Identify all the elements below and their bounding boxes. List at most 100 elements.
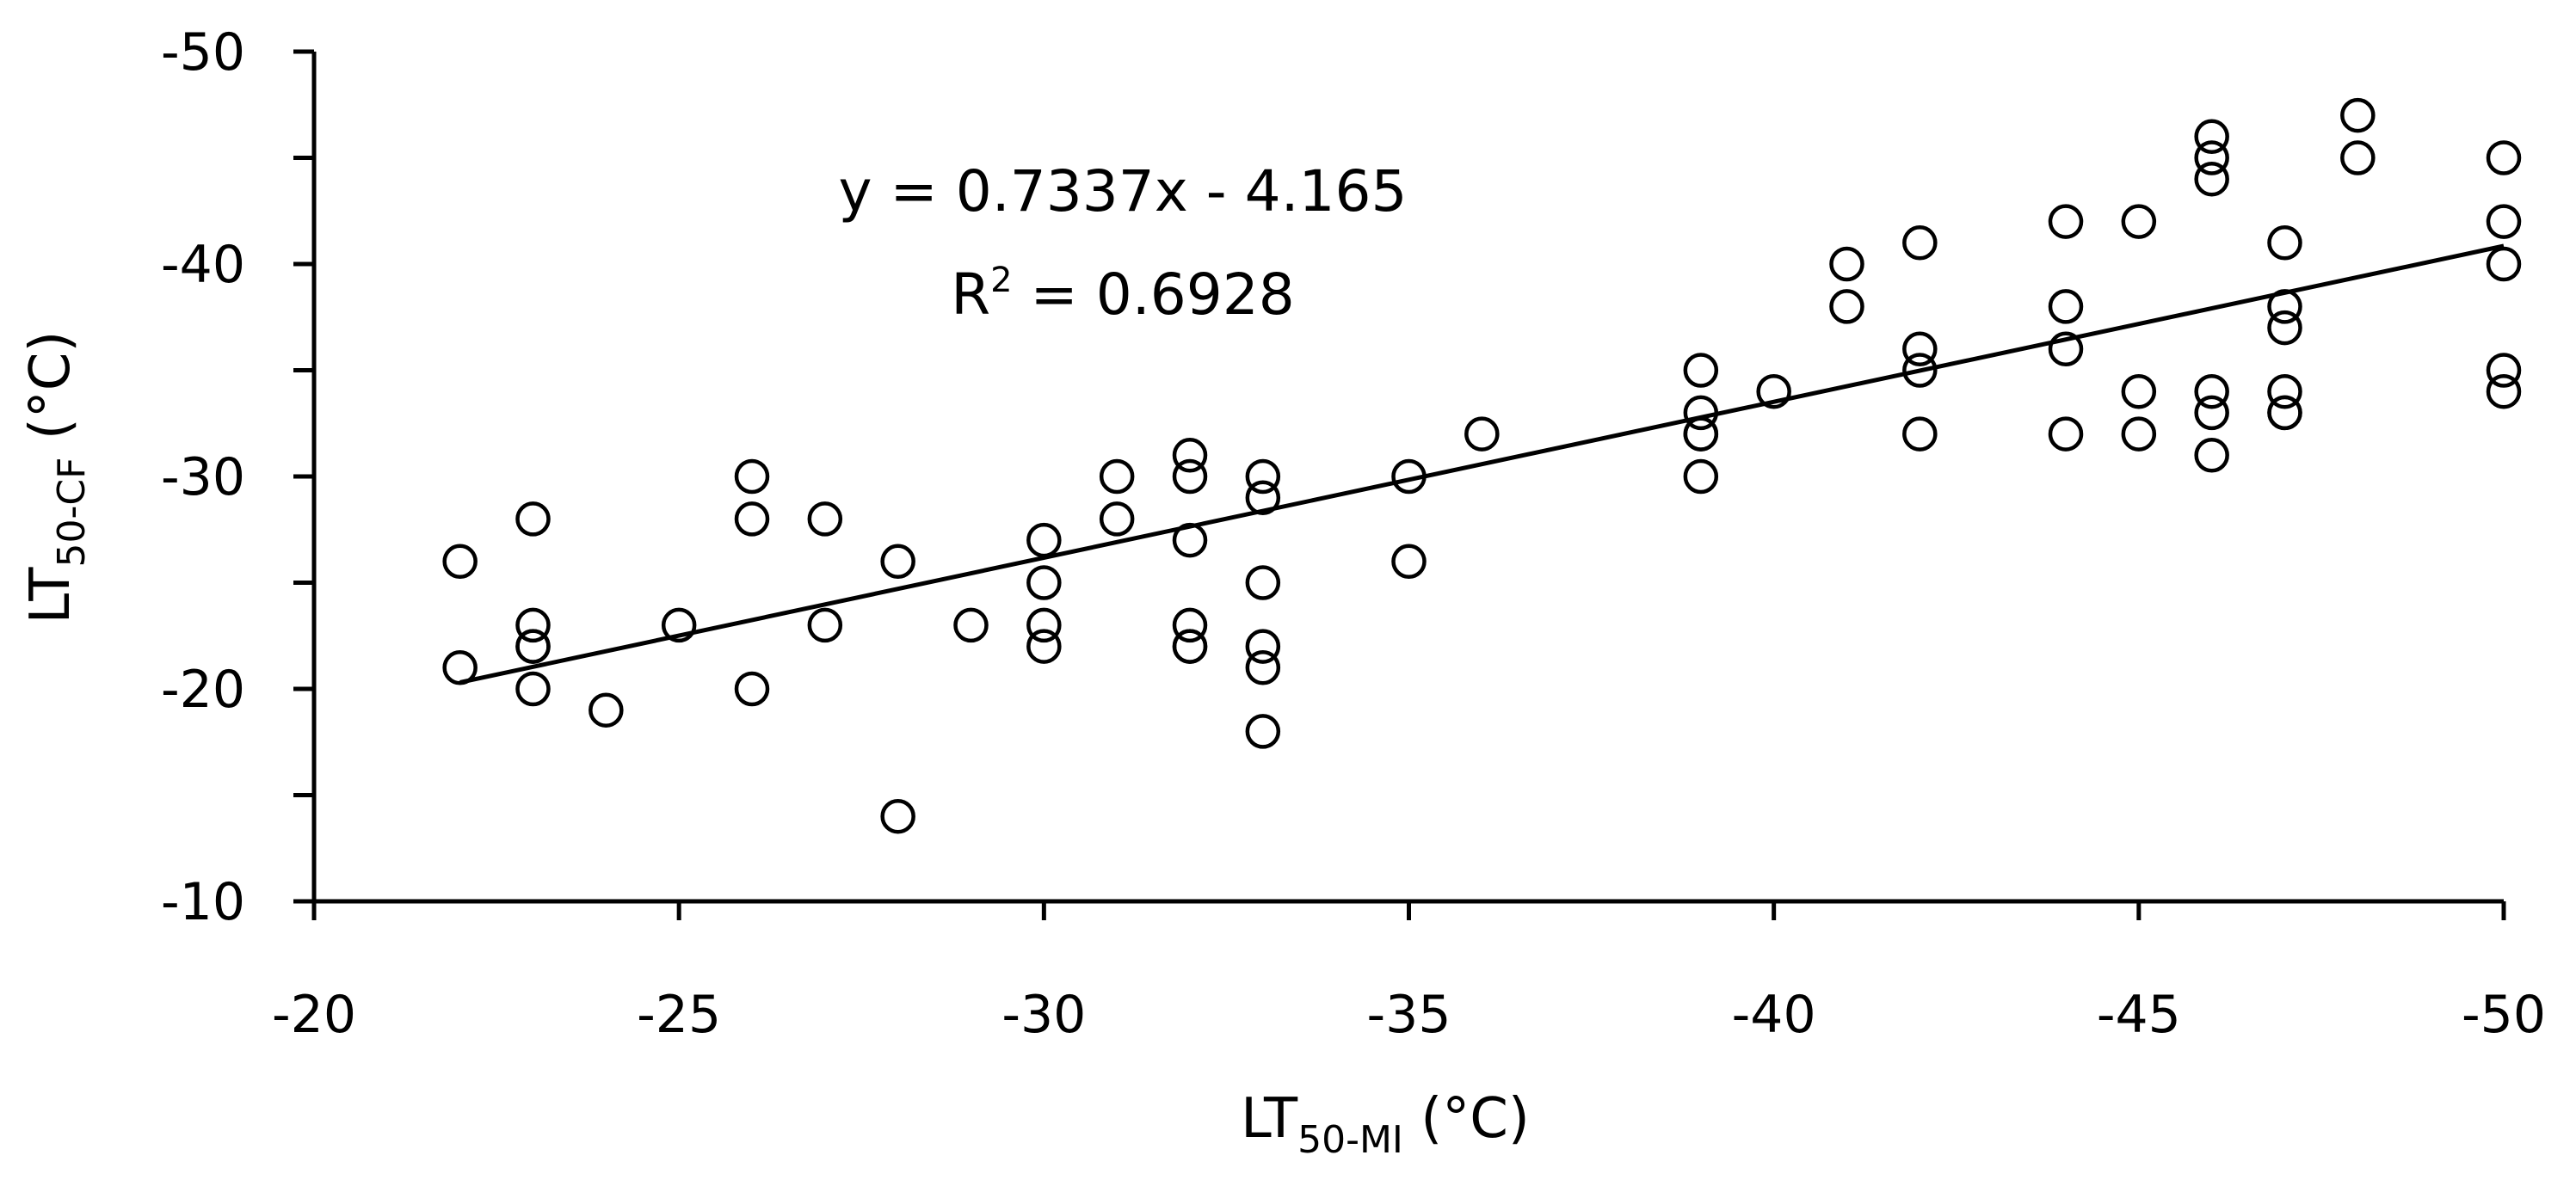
data-point	[1099, 501, 1135, 537]
y-axis-title: LT50-CF (°C)	[19, 331, 94, 624]
data-point	[953, 607, 989, 643]
data-point	[1683, 416, 1719, 452]
y-tick-label: -20	[161, 660, 245, 720]
x-axis-title-subscript: 50-MI	[1297, 1118, 1403, 1162]
data-point	[1464, 416, 1500, 452]
data-point	[2267, 373, 2302, 409]
data-point	[2340, 140, 2376, 175]
r-squared-value: = 0.6928	[1013, 261, 1295, 328]
data-point	[1756, 373, 1791, 409]
data-point	[2048, 204, 2084, 239]
r-squared-superscript: 2	[990, 261, 1012, 300]
trendline-layer	[459, 243, 2505, 685]
data-point	[1902, 416, 1938, 452]
data-point	[734, 501, 770, 537]
data-point	[1026, 629, 1062, 664]
data-point	[2486, 204, 2522, 239]
x-tick-label: -20	[272, 985, 356, 1045]
y-axis-title-subscript: 50-CF	[50, 458, 94, 568]
data-point	[1172, 522, 1208, 558]
x-tick-label: -45	[2097, 985, 2181, 1045]
data-point	[880, 544, 915, 580]
data-point	[1099, 458, 1135, 495]
data-point	[1245, 714, 1281, 749]
x-tick-label: -35	[1367, 985, 1451, 1045]
data-point	[1829, 289, 1864, 324]
data-point	[2194, 438, 2229, 473]
y-tick-label: -50	[161, 22, 245, 83]
y-tick-label: -40	[161, 235, 245, 295]
trendline	[459, 243, 2505, 685]
y-tick-label: -10	[161, 872, 245, 932]
data-point	[2267, 289, 2302, 324]
data-point	[661, 607, 697, 643]
data-point	[1683, 458, 1719, 495]
data-point	[734, 671, 770, 707]
data-point	[880, 798, 915, 834]
data-point	[442, 650, 478, 685]
y-axis-title-main: LT	[19, 567, 83, 624]
data-point	[1902, 331, 1938, 367]
data-point	[1245, 480, 1281, 515]
data-point	[1902, 353, 1938, 388]
data-point	[2340, 97, 2376, 133]
data-point	[2267, 310, 2302, 346]
data-point	[1245, 650, 1281, 685]
trendline-equation: y = 0.7337x - 4.165	[838, 158, 1407, 224]
x-axis-title-unit: (°C)	[1403, 1087, 1530, 1151]
data-point	[1683, 353, 1719, 388]
data-point	[1391, 544, 1427, 580]
data-point	[515, 671, 551, 707]
data-point	[589, 692, 624, 728]
x-tick-label: -25	[637, 985, 721, 1045]
y-tick-label: -30	[161, 447, 245, 507]
data-point	[2267, 395, 2302, 431]
data-point	[1829, 246, 1864, 282]
data-point	[1902, 225, 1938, 261]
data-point	[1245, 565, 1281, 600]
data-points	[442, 97, 2522, 834]
y-axis-title-unit: (°C)	[19, 331, 83, 458]
data-point	[2121, 416, 2157, 452]
data-point	[2194, 119, 2229, 155]
data-point	[1172, 438, 1208, 473]
data-point	[734, 458, 770, 495]
r-squared-label: R	[951, 261, 990, 328]
data-point	[1026, 522, 1062, 558]
data-point	[1172, 629, 1208, 664]
x-tick-label: -50	[2462, 985, 2546, 1045]
axes	[293, 49, 2506, 920]
tick-labels: -20 -25 -30 -35 -40 -45 -50 -10 -20 -30 -40 -50	[161, 22, 2546, 1045]
data-point	[515, 629, 551, 664]
data-point	[2194, 140, 2229, 175]
x-tick-label: -30	[1001, 985, 1086, 1045]
data-point	[1391, 458, 1427, 495]
data-point	[2486, 140, 2522, 175]
data-point	[2486, 373, 2522, 409]
data-point	[2267, 225, 2302, 261]
data-point	[515, 501, 551, 537]
data-point	[1172, 607, 1208, 643]
data-point	[2121, 204, 2157, 239]
data-point	[807, 501, 843, 537]
data-point	[1026, 565, 1062, 600]
data-point	[2121, 373, 2157, 409]
data-point	[2486, 246, 2522, 282]
data-point	[2194, 373, 2229, 409]
x-axis-title: LT50-MI (°C)	[1241, 1087, 1530, 1162]
data-point	[2048, 331, 2084, 367]
data-point	[2194, 161, 2229, 197]
data-point	[1026, 607, 1062, 643]
data-point	[2048, 416, 2084, 452]
data-point	[1245, 629, 1281, 664]
data-point	[1172, 458, 1208, 495]
data-point	[442, 544, 478, 580]
data-point	[2486, 353, 2522, 388]
x-tick-label: -40	[1732, 985, 1816, 1045]
data-point	[1245, 458, 1281, 495]
data-point	[2048, 289, 2084, 324]
data-point	[807, 607, 843, 643]
x-axis-title-main: LT	[1241, 1087, 1298, 1151]
